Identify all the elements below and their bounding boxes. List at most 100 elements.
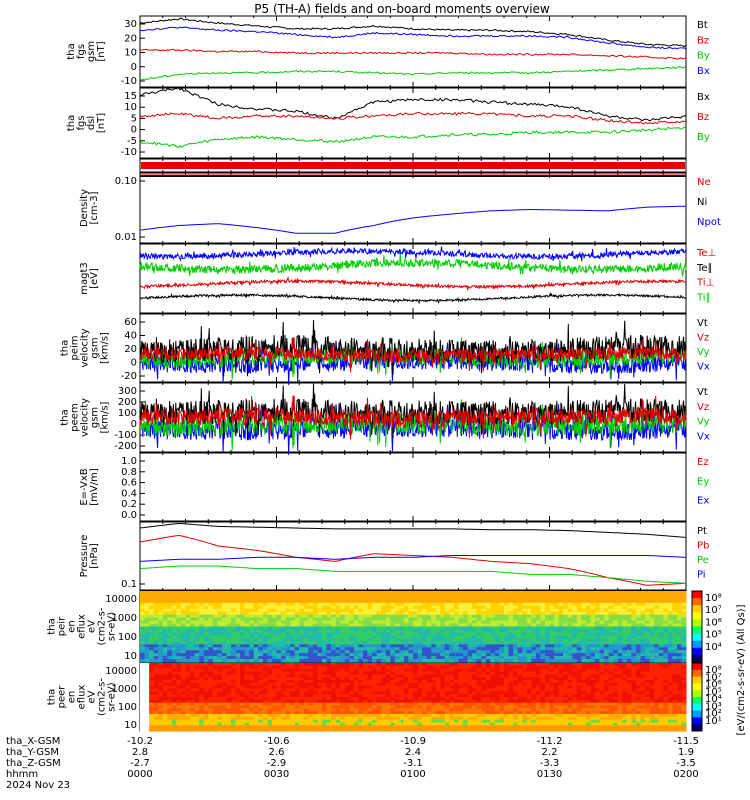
spectro-cell [358,665,364,670]
spectro-cell [253,699,259,704]
spectro-cell [531,599,537,604]
spectro-cell [595,653,601,657]
spectro-cell [353,605,359,610]
spectro-cell [140,682,146,687]
spectro-cell [249,605,255,610]
spectro-cell [322,653,328,657]
spectro-cell [180,644,186,648]
spectro-cell [217,674,223,678]
spectro-cell [331,638,337,642]
spectro-cell [390,688,396,692]
spectro-cell [171,691,177,695]
spectro-cell [390,605,396,610]
spectro-cell [167,714,173,718]
spectro-cell [276,641,282,645]
spectro-cell [226,594,232,598]
spectro-cell [367,682,373,687]
spectro-cell [672,632,678,636]
spectro-cell [513,641,519,645]
spectro-cell [276,596,282,601]
spectro-cell [199,596,205,601]
spectro-cell [463,653,469,657]
spectro-cell [322,688,328,692]
spectro-cell [180,614,186,619]
spectro-cell [144,719,150,724]
spectro-cell [185,623,191,628]
spectro-cell [344,663,350,667]
spectro-cell [199,653,205,657]
spectro-cell [253,638,259,642]
spectro-cell [522,599,528,604]
spectro-cell [149,591,155,595]
spectro-cell [140,663,146,667]
panel-frame [139,172,687,244]
spectro-cell [322,623,328,628]
spectro-cell [385,638,391,642]
spectro-cell [217,699,223,704]
spectro-cell [331,647,337,651]
spectro-cell [362,632,368,636]
spectro-cell [390,694,396,698]
spectro-cell [312,677,318,681]
spectro-cell [312,663,318,667]
spectro-cell [444,611,450,616]
spectro-cell [331,668,337,673]
spectro-cell [372,663,378,667]
spectro-cell [258,716,264,721]
spectro-cell [171,626,177,631]
spectro-cell [326,605,332,610]
spectro-cell [253,702,259,707]
spectro-cell [322,719,328,724]
spectro-cell [667,659,673,663]
spectro-cell [281,728,287,732]
spectro-cell [367,716,373,721]
spectro-cell [349,716,355,721]
spectro-cell [444,635,450,639]
spectro-cell [322,591,328,595]
spectro-cell [362,708,368,712]
spectro-cell [381,725,387,729]
spectro-cell [413,629,419,634]
spectro-cell [253,722,259,726]
spectro-cell [281,602,287,607]
spectro-cell [558,599,564,604]
spectro-cell [485,605,491,610]
spectro-cell [149,719,155,724]
spectro-cell [299,620,305,625]
spectro-cell [212,702,218,707]
spectro-cell [595,659,601,663]
spectro-cell [626,653,632,657]
spectro-cell [535,620,541,625]
spectro-cell [431,650,437,654]
spectro-cell [244,697,250,701]
spectro-cell [221,716,227,721]
spectro-cell [262,719,268,724]
y-tick-label: -10 [121,147,137,158]
spectro-cell [367,708,373,712]
spectro-cell [244,596,250,601]
spectro-cell [258,626,264,631]
spectro-cell [476,608,482,613]
spectro-cell [663,605,669,610]
spectro-cell [513,591,519,595]
spectro-cell [585,659,591,663]
spectro-cell [203,665,209,670]
spectro-cell [212,614,218,619]
spectro-cell [367,699,373,704]
spectro-cell [362,623,368,628]
spectro-cell [340,699,346,704]
spectro-cell [199,699,205,704]
spectro-cell [413,638,419,642]
spectro-cell [581,629,587,634]
spectro-cell [231,685,237,690]
spectro-cell [267,644,273,648]
spectro-cell [435,641,441,645]
spectro-cell [540,617,546,622]
spectro-cell [185,668,191,673]
spectro-cell [285,632,291,636]
spectro-cell [180,716,186,721]
spectro-cell [249,641,255,645]
spectro-cell [322,702,328,707]
spectro-cell [180,650,186,654]
